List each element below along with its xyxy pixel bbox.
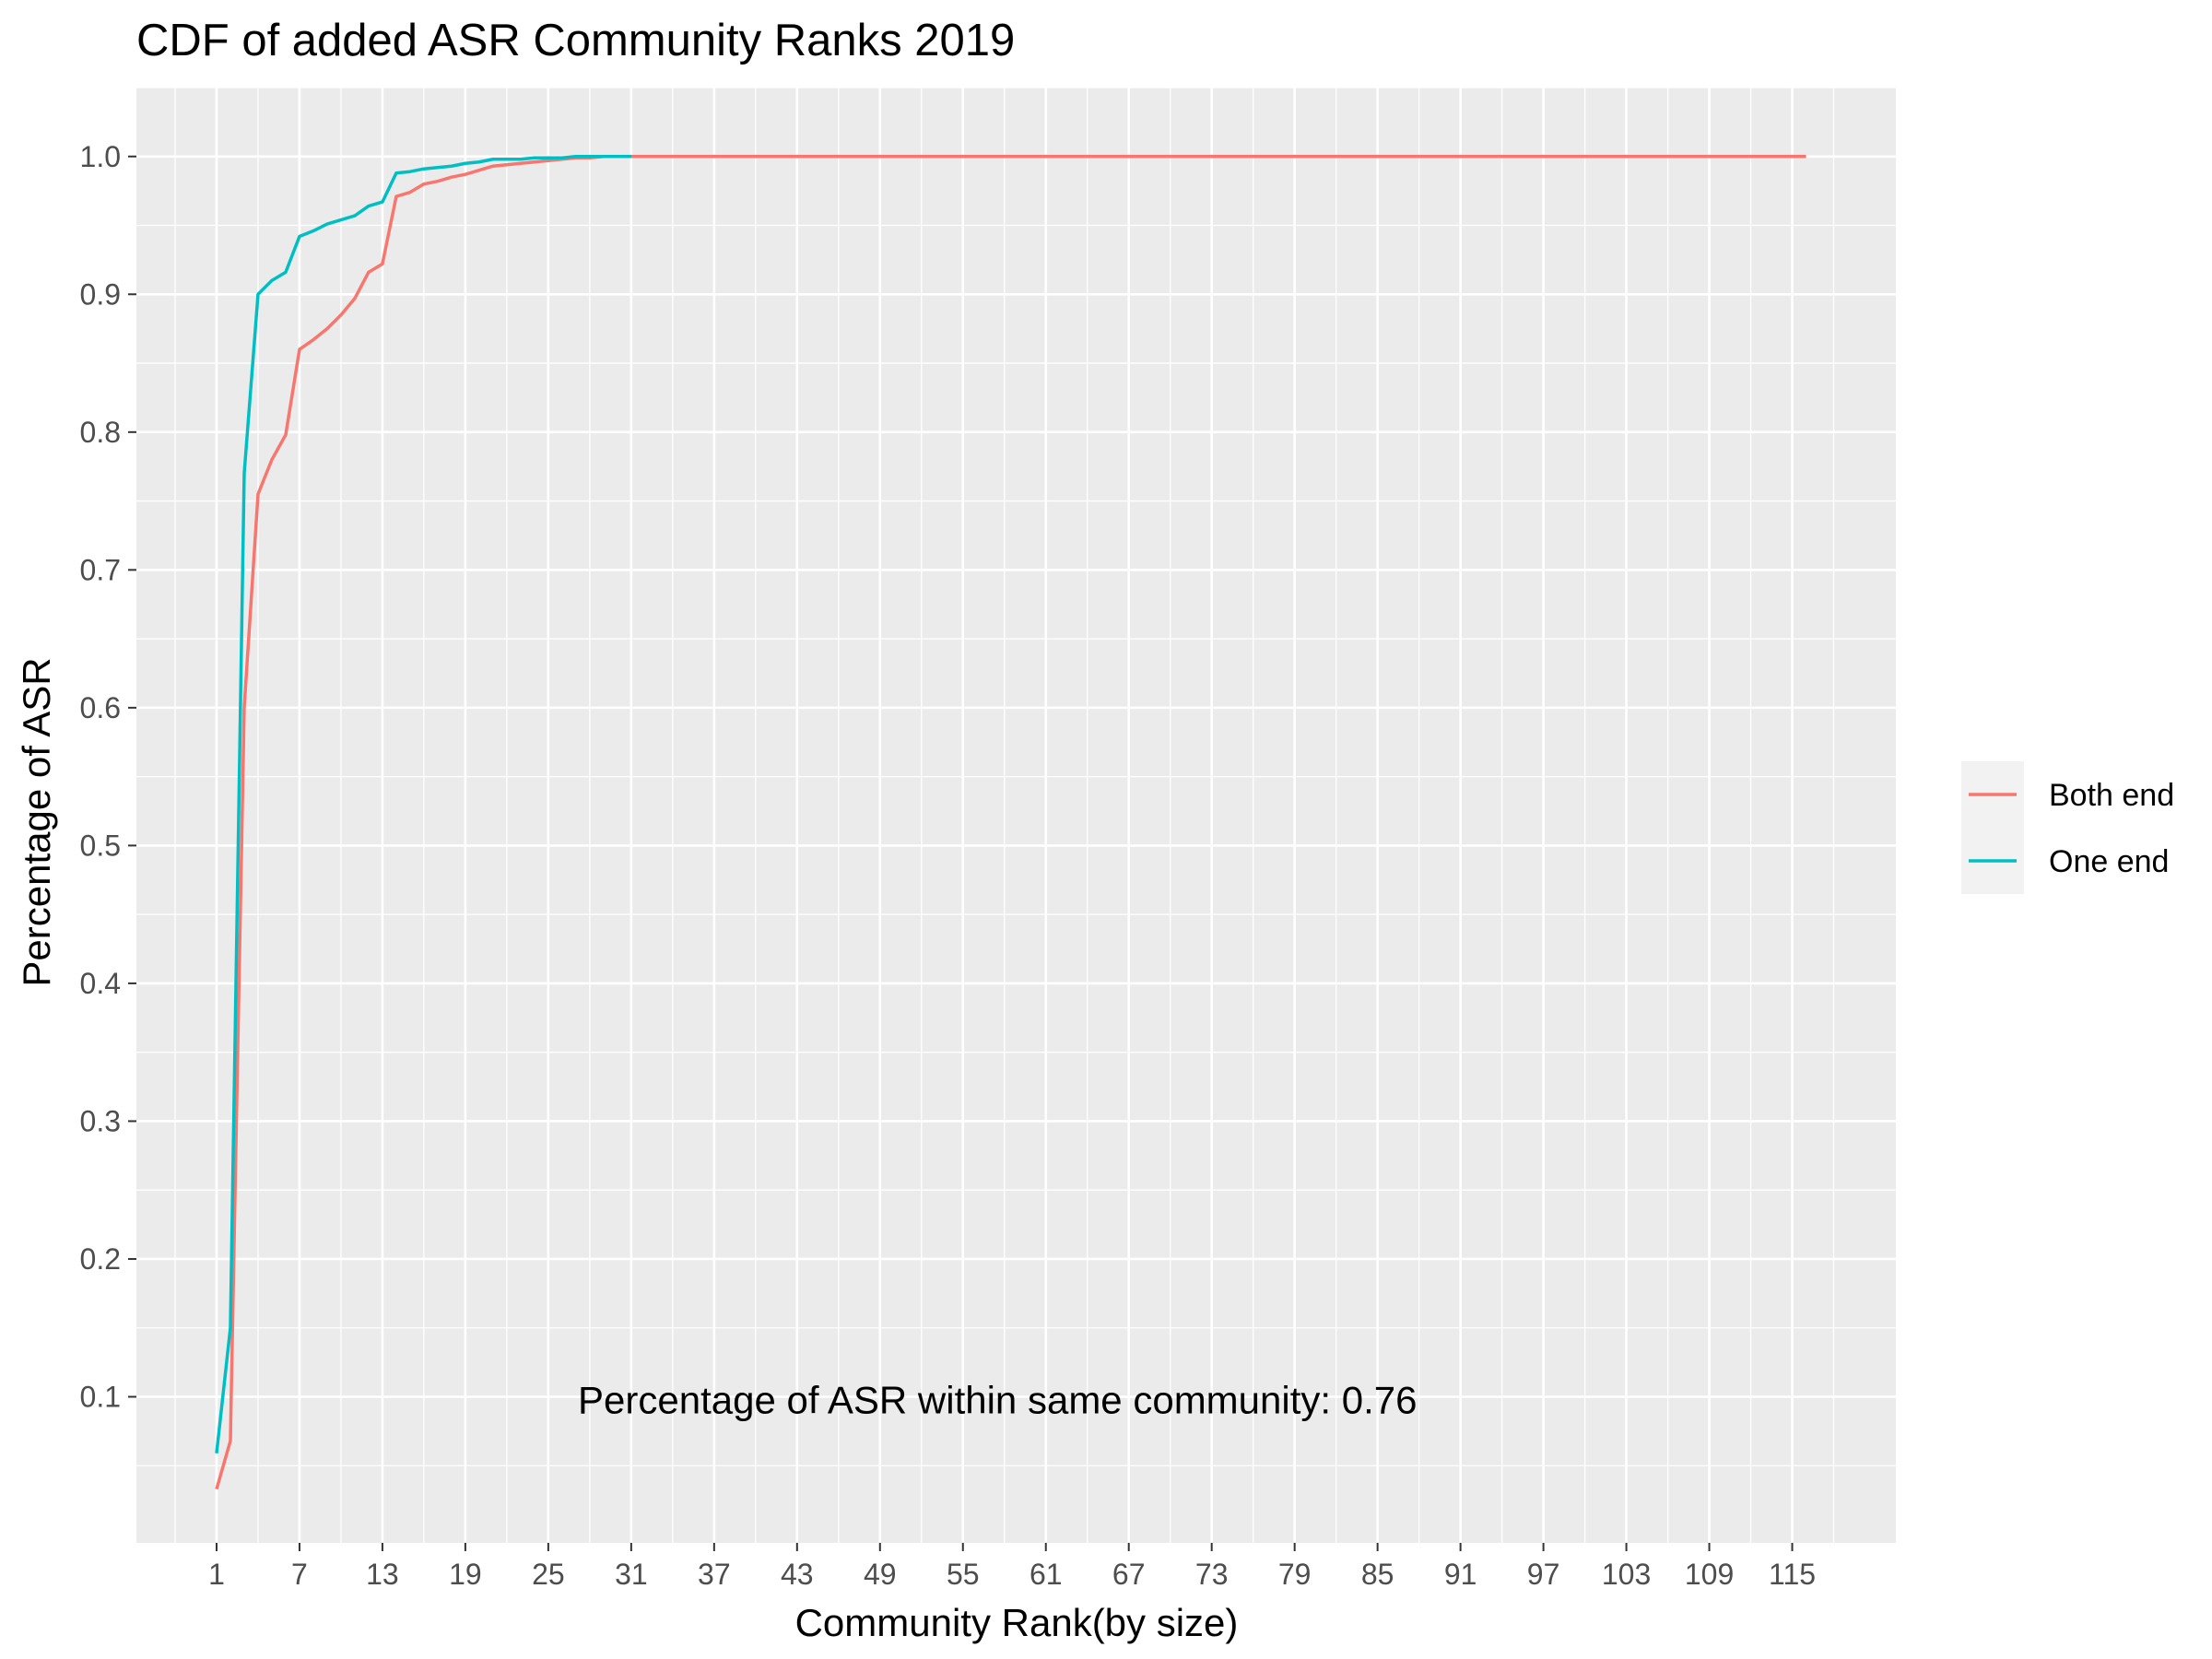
y-tick-label: 0.8 [80, 416, 121, 449]
x-tick-label: 103 [1602, 1558, 1651, 1591]
series-lines [215, 155, 1806, 1490]
y-tick-label: 0.3 [80, 1104, 121, 1137]
x-tick-label: 73 [1195, 1558, 1229, 1591]
y-axis-title: Percentage of ASR [15, 657, 58, 986]
y-tick-label: 1.0 [80, 140, 121, 173]
x-tick-label: 13 [366, 1558, 399, 1591]
x-tick-label: 85 [1361, 1558, 1394, 1591]
series-line-one-end [215, 155, 631, 1454]
legend-key-background [1961, 761, 2024, 894]
y-axis: 0.1 0.2 0.3 0.4 0.5 0.6 0.7 0.8 0.9 1.0 [80, 140, 136, 1414]
x-tick-label: 19 [449, 1558, 482, 1591]
plot-panel [136, 88, 1896, 1543]
y-tick-label: 0.6 [80, 691, 121, 724]
x-tick-label: 91 [1444, 1558, 1477, 1591]
major-gridlines [136, 88, 1896, 1543]
legend: Both end One end [1961, 761, 2174, 894]
x-tick-label: 61 [1030, 1558, 1063, 1591]
y-tick-label: 0.2 [80, 1242, 121, 1276]
y-tick-label: 0.4 [80, 967, 121, 1000]
x-tick-label: 37 [698, 1558, 731, 1591]
series-line-both-end [215, 155, 1806, 1490]
y-tick-label: 0.9 [80, 277, 121, 311]
x-tick-label: 31 [615, 1558, 648, 1591]
x-tick-label: 49 [864, 1558, 897, 1591]
x-tick-label: 7 [291, 1558, 308, 1591]
x-axis: 1 7 13 19 25 31 37 43 49 55 61 67 73 79 85 91 97 103 109 11… [208, 1543, 1816, 1591]
chart-annotation: Percentage of ASR within same community:… [578, 1378, 1417, 1421]
minor-gridlines [136, 87, 1896, 1543]
x-tick-label: 55 [947, 1558, 980, 1591]
x-tick-label: 1 [208, 1558, 225, 1591]
legend-label-both-end: Both end [2049, 778, 2174, 813]
y-tick-label: 0.5 [80, 829, 121, 862]
x-axis-title: Community Rank(by size) [795, 1601, 1239, 1644]
x-tick-label: 43 [781, 1558, 814, 1591]
x-tick-label: 79 [1278, 1558, 1312, 1591]
chart-title: CDF of added ASR Community Ranks 2019 [136, 16, 1015, 65]
y-tick-label: 0.7 [80, 553, 121, 586]
x-tick-label: 109 [1685, 1558, 1734, 1591]
x-tick-label: 67 [1112, 1558, 1146, 1591]
legend-label-one-end: One end [2049, 844, 2169, 879]
x-tick-label: 25 [532, 1558, 565, 1591]
y-tick-label: 0.1 [80, 1381, 121, 1414]
x-tick-label: 97 [1527, 1558, 1560, 1591]
x-tick-label: 115 [1769, 1558, 1816, 1591]
